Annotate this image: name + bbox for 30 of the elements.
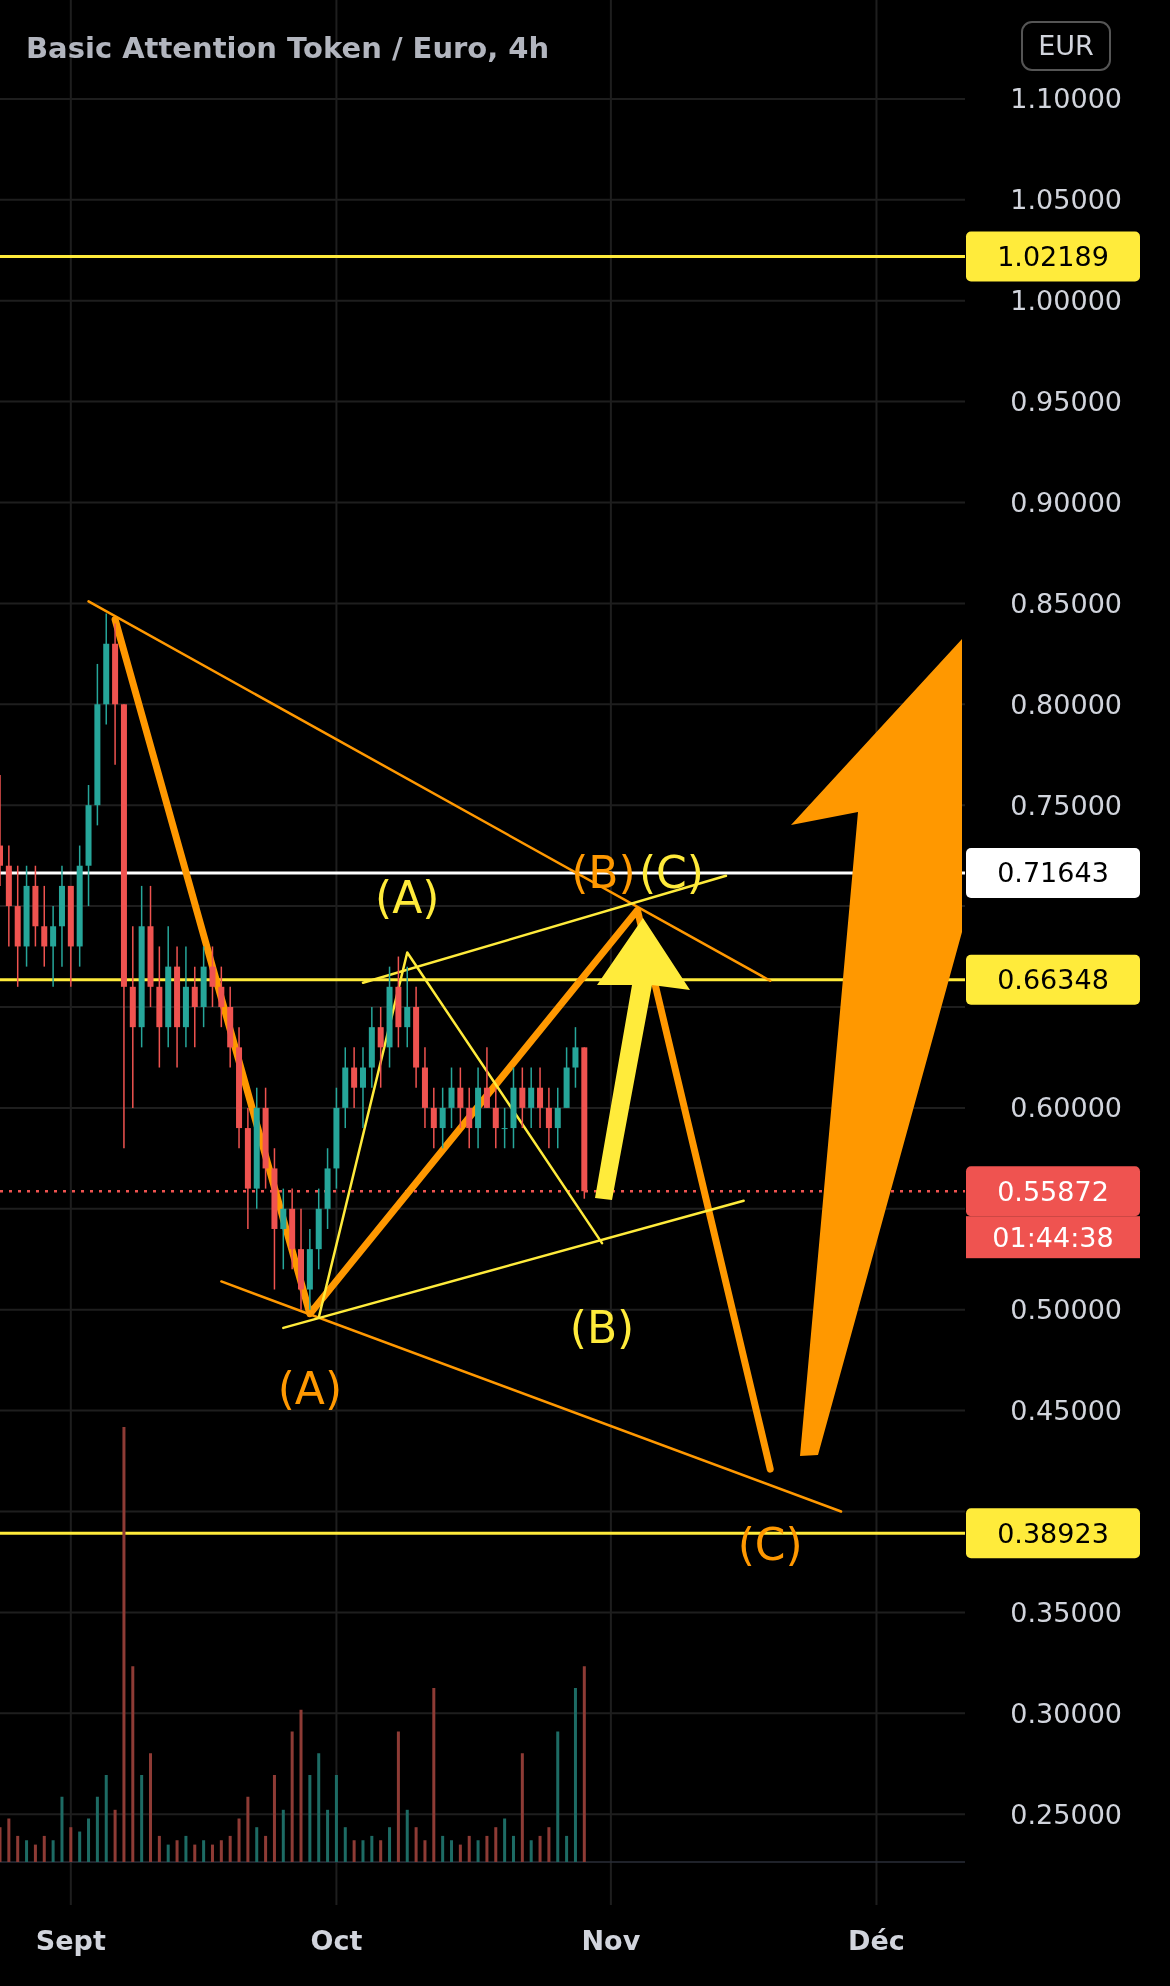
x-tick-label: Sept (35, 1925, 106, 1956)
y-tick-label: 0.25000 (1010, 1798, 1122, 1830)
y-tick-label: 1.10000 (1010, 83, 1122, 115)
ref-line-label: 1.02189 (997, 240, 1109, 272)
y-tick-label: 0.80000 (1010, 688, 1122, 720)
y-tick-label: 0.45000 (1010, 1395, 1122, 1427)
annotation: (A) (277, 1363, 343, 1415)
y-tick-label: 0.30000 (1010, 1697, 1122, 1729)
y-tick-label: 0.85000 (1010, 587, 1122, 619)
text: 01:44:38 (992, 1221, 1114, 1253)
x-tick-label: Nov (581, 1925, 641, 1956)
ref-line-label: 0.55872 (997, 1175, 1109, 1207)
y-tick-label: 1.00000 (1010, 285, 1122, 317)
y-tick-label: 0.50000 (1010, 1294, 1122, 1326)
annotation: (A) (375, 871, 440, 923)
x-tick-label: Oct (310, 1925, 363, 1956)
y-tick-label: 0.35000 (1010, 1596, 1122, 1628)
y-tick-label: 1.05000 (1010, 184, 1122, 216)
y-tick-label: 0.90000 (1010, 486, 1122, 518)
annotation: (B) (569, 1302, 635, 1354)
ref-line-label: 0.66348 (997, 964, 1109, 996)
text: Basic Attention Token / Euro, 4h (26, 31, 550, 65)
x-tick-label: Déc (848, 1925, 905, 1956)
y-tick-label: 0.60000 (1010, 1092, 1122, 1124)
y-tick-label: 0.95000 (1010, 386, 1122, 418)
y-tick-label: 0.75000 (1010, 789, 1122, 821)
ref-line-label: 0.71643 (997, 857, 1109, 889)
text: EUR (1038, 30, 1094, 62)
annotation: (C) (737, 1518, 803, 1570)
ref-line-label: 0.38923 (997, 1517, 1109, 1549)
